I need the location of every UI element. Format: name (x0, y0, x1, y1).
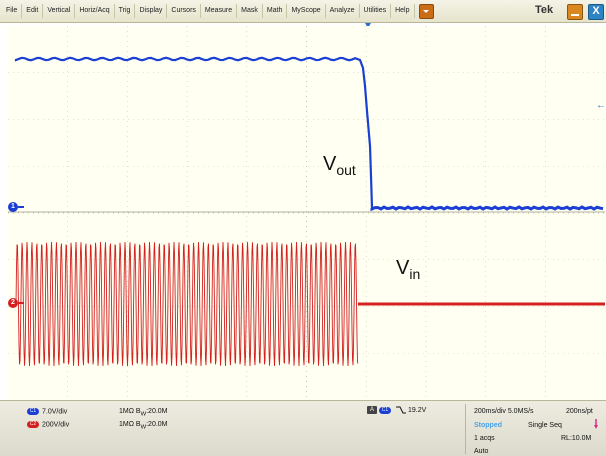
menu-myscope[interactable]: MyScope (287, 4, 326, 18)
ch2-readout[interactable]: C2 200V/div (27, 421, 69, 428)
ch1-waveform (14, 56, 604, 212)
menu-edit[interactable]: Edit (22, 4, 44, 18)
acquisition-readout[interactable]: 200ms/div 5.0MS/s 200ns/pt Stopped Singl… (465, 404, 605, 455)
vin-main: V (396, 257, 410, 279)
vin-annotation: Vin (396, 257, 420, 282)
minimize-button[interactable] (567, 4, 583, 20)
trigger-source-badge: A (367, 406, 377, 414)
menu-utilities[interactable]: Utilities (360, 4, 392, 18)
menu-measure[interactable]: Measure (201, 4, 238, 18)
vout-annotation: Vout (323, 153, 356, 178)
trigger-level: 19.2V (408, 406, 427, 414)
ch1-ground-marker[interactable]: 1 (8, 202, 18, 212)
ch2-scale: 200V/div (42, 421, 70, 429)
ch1-bw-prefix: B (135, 408, 141, 415)
brand-logo: Tek (535, 4, 554, 16)
timebase-samplerate: 200ms/div 5.0MS/s (474, 408, 534, 415)
menu-cursors[interactable]: Cursors (167, 4, 201, 18)
trigger-readout[interactable]: A C1 19.2V (367, 406, 426, 414)
acquisition-state: Stopped (474, 422, 502, 429)
menu-math[interactable]: Math (263, 4, 288, 18)
ch1-bw-sub: W (140, 411, 147, 418)
menu-vertical[interactable]: Vertical (43, 4, 76, 18)
menu-bar: File Edit Vertical Horiz/Acq Trig Displa… (0, 0, 606, 23)
status-panel: C1 7.0V/div 1MΩ BW:20.0M C2 200V/div 1MΩ B… (0, 400, 606, 456)
ch1-bandwidth: :20.0M (146, 408, 168, 415)
menu-dropdown-button[interactable] (418, 3, 434, 19)
ch1-scale: 7.0V/div (42, 408, 68, 416)
ch2-trace-sine (15, 241, 359, 367)
ch2-badge: C2 (27, 421, 39, 428)
ch1-coupling: 1MΩ BW:20.0M (119, 408, 168, 417)
close-button[interactable]: X (588, 4, 604, 20)
ch2-impedance: 1MΩ (119, 421, 134, 428)
ch1-trace-line (14, 56, 374, 210)
graticule-grid (8, 26, 605, 400)
trigger-channel-badge: C1 (379, 406, 391, 414)
ch2-bandwidth: :20.0M (146, 421, 168, 428)
vout-subscript: out (336, 162, 356, 178)
ch1-readout[interactable]: C1 7.0V/div (27, 408, 67, 415)
ch1-trace-low (370, 205, 604, 212)
record-length: RL:10.0M (561, 435, 592, 442)
acquisition-count: 1 acqs (474, 435, 495, 442)
trigger-level-arrow-icon[interactable]: ← (596, 100, 606, 111)
menu-horiz-acq[interactable]: Horiz/Acq (75, 4, 115, 18)
ch1-badge: C1 (27, 408, 39, 415)
menu-file[interactable]: File (2, 4, 23, 18)
ch2-coupling: 1MΩ BW:20.0M (119, 421, 168, 430)
menu-help[interactable]: Help (391, 4, 415, 18)
menu-mask[interactable]: Mask (237, 4, 263, 18)
ch2-ground-arrow-icon (18, 302, 24, 304)
menu-list: File Edit Vertical Horiz/Acq Trig Displa… (2, 3, 434, 19)
ch1-impedance: 1MΩ (119, 408, 134, 415)
menu-display[interactable]: Display (135, 4, 168, 18)
falling-edge-icon (396, 406, 406, 414)
trigger-mode: Auto (474, 448, 489, 455)
graticule-svg (8, 26, 605, 400)
trigger-position-icon[interactable] (365, 23, 371, 28)
ch2-waveform (15, 241, 605, 367)
menu-trig[interactable]: Trig (115, 4, 136, 18)
time-per-point: 200ns/pt (566, 408, 593, 415)
menu-analyze[interactable]: Analyze (326, 4, 360, 18)
waveform-display[interactable] (8, 26, 605, 400)
vin-subscript: in (409, 266, 421, 282)
ch2-bw-prefix: B (135, 421, 141, 428)
ch1-ground-arrow-icon (18, 206, 24, 208)
ch2-bw-sub: W (140, 424, 147, 431)
stop-arrow-icon (594, 419, 598, 429)
acquisition-mode: Single Seq (528, 422, 562, 429)
vout-main: V (323, 153, 337, 175)
ch2-ground-marker[interactable]: 2 (8, 298, 18, 308)
